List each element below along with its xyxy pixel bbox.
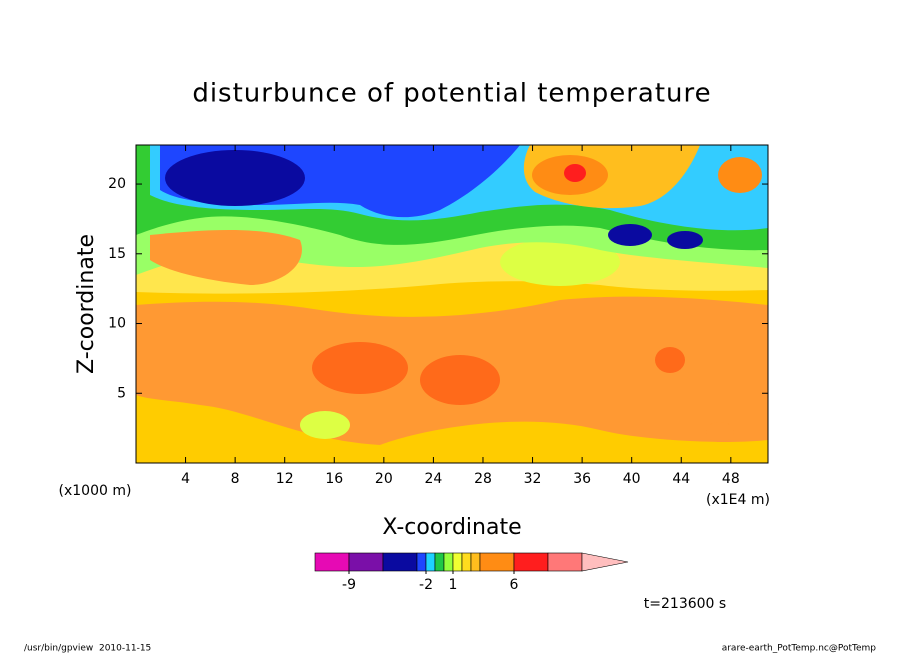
plot-frame [135,144,769,464]
colorbar-box [547,552,583,572]
x-tick-label: 28 [474,471,492,487]
colorbar-box [314,552,350,572]
colorbar-box [348,552,384,572]
y-tick-label: 15 [108,246,126,262]
x-tick-label: 8 [231,471,240,487]
x-tick-label: 20 [375,471,393,487]
colorbar-tick-label: 1 [449,577,458,593]
y-tick-label: 10 [108,316,126,332]
x-tick-label: 48 [722,471,740,487]
y-axis-label: Z-coordinate [74,234,99,374]
x-tick-label: 24 [424,471,442,487]
colorbar-box [416,552,427,572]
x-tick-label: 12 [276,471,294,487]
footer-left: /usr/bin/gpview 2010-11-15 [24,644,151,654]
colorbar-box [452,552,463,572]
colorbar-box [434,552,445,572]
footer-right: arare-earth_PotTemp.nc@PotTemp [722,644,877,654]
colorbar-box [470,552,481,572]
contour-field [136,145,768,463]
x-tick-label: 32 [524,471,542,487]
x-tick-label: 36 [573,471,591,487]
colorbar-box [461,552,472,572]
colorbar-box [479,552,515,572]
x-unit: (x1000 m) [59,483,132,499]
x-tick-label: 40 [623,471,641,487]
y-tick-label: 5 [117,385,126,401]
colorbar-box [443,552,454,572]
colorbar-box [513,552,549,572]
colorbar-box [382,552,418,572]
colorbar-box [425,552,436,572]
x-tick-label: 44 [672,471,690,487]
time-label: t=213600 s [644,596,726,612]
colorbar-tick-label: 6 [510,577,519,593]
chart-title: disturbunce of potential temperature [192,79,711,109]
x-tick-label: 16 [325,471,343,487]
x-tick-label: 4 [181,471,190,487]
x-unit-secondary: (x1E4 m) [706,492,770,508]
x-axis-label: X-coordinate [382,515,521,540]
colorbar-tick-label: -9 [342,577,356,593]
colorbar-tick-label: -2 [419,577,433,593]
colorbar-over [581,552,629,572]
y-tick-label: 20 [108,176,126,192]
